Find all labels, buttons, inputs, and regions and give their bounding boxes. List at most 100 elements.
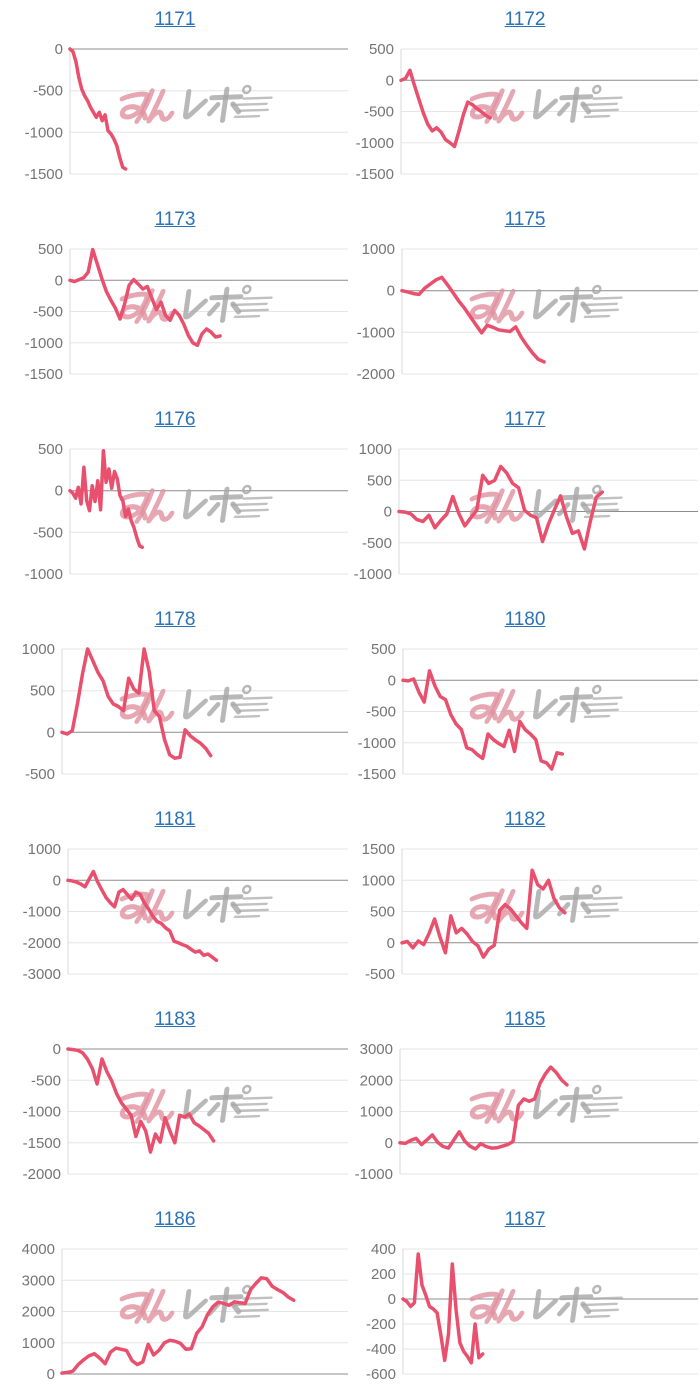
chart-cell: 1173 500 0 -500 -1000 -1500 (0, 200, 350, 400)
y-tick-label: -1500 (358, 766, 396, 783)
chart-title-link[interactable]: 1180 (504, 609, 546, 630)
chart-title-link[interactable]: 1186 (154, 1209, 196, 1230)
y-tick-label: -500 (25, 766, 55, 783)
y-tick-label: 0 (47, 724, 55, 741)
chart-title-link[interactable]: 1175 (504, 209, 546, 230)
series-line (400, 275, 546, 364)
y-tick-label: 1000 (362, 241, 395, 258)
y-tick-label: -500 (31, 1072, 61, 1089)
y-tick-label: 500 (369, 41, 394, 58)
chart-cell: 1171 0 -500 -1000 -1500 (0, 0, 350, 200)
y-tick-label: -500 (364, 104, 394, 121)
chart-plot: 1000 0 -1000 -2000 (357, 241, 698, 383)
series-line (68, 448, 145, 550)
y-tick-label: -1000 (354, 566, 392, 583)
y-tick-label: -1000 (356, 135, 394, 152)
y-tick-label: 500 (370, 904, 395, 921)
y-tick-label: -2000 (23, 935, 61, 952)
y-tick-label: 200 (371, 1266, 396, 1283)
watermark-minrepo (469, 885, 624, 924)
series-line (66, 1047, 216, 1154)
y-tick-label: -1000 (23, 1104, 61, 1121)
y-tick-label: 2000 (360, 1072, 393, 1089)
chart-cell: 1175 1000 0 -1000 -2000 (350, 200, 700, 400)
chart-plot: 1000 500 0 -500 (22, 641, 348, 783)
series-line (68, 47, 128, 171)
y-tick-label: 2000 (22, 1304, 55, 1321)
y-tick-label: -1000 (25, 124, 63, 141)
series-line (60, 647, 213, 760)
y-tick-label: 500 (38, 241, 63, 258)
y-tick-label: -500 (365, 966, 395, 983)
y-tick-label: -200 (366, 1316, 396, 1333)
y-tick-label: -1500 (25, 166, 63, 183)
chart-plot: 500 0 -500 -1000 -1500 (25, 241, 348, 383)
chart-title-link[interactable]: 1178 (154, 609, 196, 630)
y-tick-label: -1000 (355, 1166, 393, 1183)
y-tick-label: -2000 (357, 366, 395, 383)
chart-title-link[interactable]: 1171 (154, 9, 196, 30)
y-tick-label: 1000 (360, 1104, 393, 1121)
y-tick-label: -1000 (25, 566, 63, 583)
chart-title-link[interactable]: 1176 (154, 409, 196, 430)
series-line (68, 247, 222, 348)
chart-cell: 1172 500 0 -500 -1000 -1500 (350, 0, 700, 200)
chart-cell: 1177 1000 500 0 -500 -1000 (350, 400, 700, 600)
y-tick-label: 1000 (22, 641, 55, 658)
chart-title-link[interactable]: 1172 (504, 9, 546, 30)
y-tick-label: -1000 (357, 324, 395, 341)
chart-plot: 4000 3000 2000 1000 0 (22, 1241, 348, 1383)
y-tick-label: -1000 (23, 904, 61, 921)
y-tick-label: -2000 (23, 1166, 61, 1183)
series-line (401, 669, 565, 771)
series-line (400, 868, 567, 959)
y-tick-label: 500 (38, 441, 63, 458)
chart-plot: 500 0 -500 -1000 (25, 441, 348, 583)
y-tick-label: -500 (33, 304, 63, 321)
y-tick-label: 0 (55, 272, 63, 289)
chart-cell: 1182 1500 1000 500 0 -500 (350, 800, 700, 1000)
chart-cell: 1180 500 0 -500 -1000 -1500 (350, 600, 700, 800)
y-tick-label: 0 (388, 672, 396, 689)
chart-title-link[interactable]: 1187 (504, 1209, 546, 1230)
y-tick-label: 0 (386, 72, 394, 89)
chart-plot: 500 0 -500 -1000 -1500 (356, 41, 698, 183)
watermark-minrepo (469, 485, 624, 524)
chart-cell: 1176 500 0 -500 -1000 (0, 400, 350, 600)
y-tick-label: 4000 (22, 1241, 55, 1258)
y-tick-label: -500 (33, 83, 63, 100)
chart-plot: 400 200 0 -200 -400 -600 (366, 1241, 698, 1383)
watermark-minrepo (119, 1085, 274, 1124)
chart-plot: 1000 500 0 -500 -1000 (354, 441, 698, 583)
watermark-minrepo (469, 1285, 624, 1324)
chart-plot: 1000 0 -1000 -2000 -3000 (23, 841, 348, 983)
chart-title-link[interactable]: 1181 (154, 809, 196, 830)
chart-title-link[interactable]: 1185 (504, 1009, 546, 1030)
y-tick-label: -600 (366, 1366, 396, 1383)
chart-title-link[interactable]: 1183 (154, 1009, 196, 1030)
chart-title-link[interactable]: 1182 (504, 809, 546, 830)
chart-cell: 1183 0 -500 -1000 -1500 -2000 (0, 1000, 350, 1200)
watermark-minrepo (469, 85, 624, 124)
y-tick-label: 0 (55, 41, 63, 58)
y-tick-label: 0 (55, 483, 63, 500)
y-tick-label: 1500 (362, 841, 395, 858)
y-tick-label: -500 (362, 535, 392, 552)
y-tick-label: 0 (53, 1041, 61, 1058)
series-line (60, 1276, 296, 1375)
watermark-minrepo (119, 885, 274, 924)
chart-title-link[interactable]: 1173 (154, 209, 196, 230)
series-line (398, 1065, 569, 1151)
y-tick-label: -1000 (358, 735, 396, 752)
y-tick-label: 500 (371, 641, 396, 658)
y-tick-label: -1500 (23, 1135, 61, 1152)
y-tick-label: 0 (387, 935, 395, 952)
watermark-minrepo (119, 285, 274, 324)
chart-plot: 0 -500 -1000 -1500 -2000 (23, 1041, 348, 1183)
chart-cell: 1181 1000 0 -1000 -2000 -3000 (0, 800, 350, 1000)
y-tick-label: -500 (366, 704, 396, 721)
chart-cell: 1178 1000 500 0 -500 (0, 600, 350, 800)
y-tick-label: -1500 (25, 366, 63, 383)
chart-title-link[interactable]: 1177 (504, 409, 546, 430)
